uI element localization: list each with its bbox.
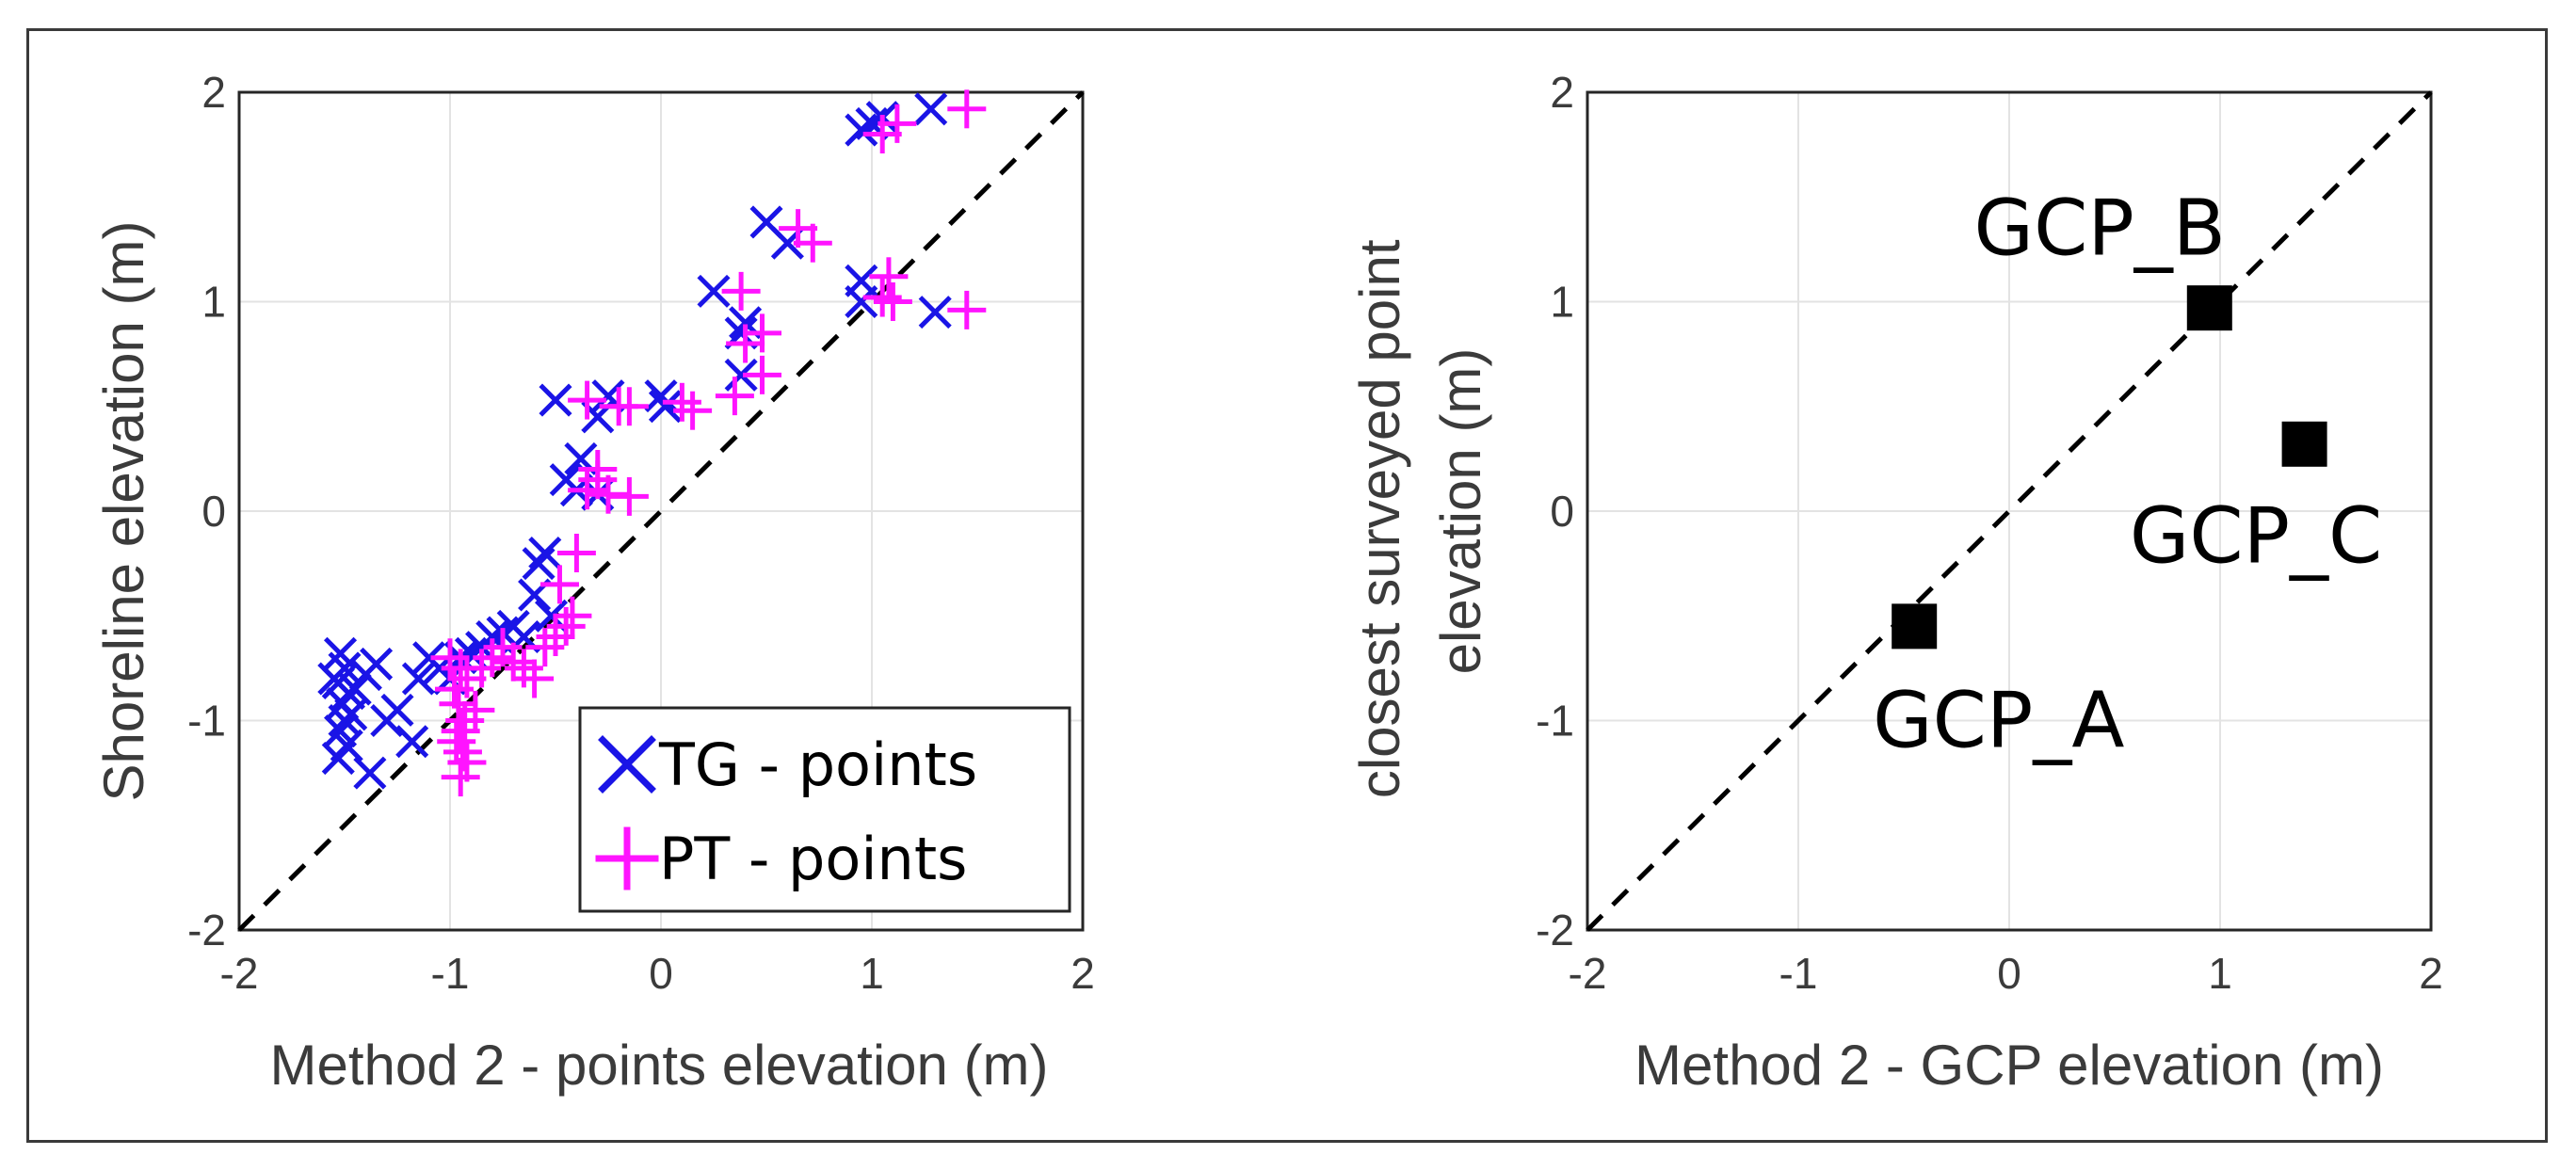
left-x-tick-label: 1 [860,949,884,998]
left-y-axis-label: Shoreline elevation (m) [92,221,155,802]
left-reference-line [237,90,1085,932]
tg-point [845,264,878,297]
tg-point [697,274,731,308]
pt-point [568,380,607,420]
tg-point [845,284,878,319]
left-x-tick-label: 2 [1071,949,1095,998]
right-y-tick-label: 2 [1550,68,1574,117]
right-y-tick-label: 1 [1550,278,1574,327]
tg-point [330,729,363,762]
right-chart: -2 -1 0 1 2 -2 -1 0 1 2 GCP_A GCP_B GCP_C Method 2 … [1348,68,2443,1097]
left-chart: -2 -1 0 1 2 -2 -1 0 1 2 TG - points PT - points M… [92,68,1095,1097]
pt-point [578,450,618,489]
legend-box [578,706,1071,913]
pt-point [743,313,782,353]
left-x-tick-label: -1 [431,949,470,998]
left-x-axis-label: Method 2 - points elevation (m) [269,1034,1048,1097]
annotation-gcp-a: GCP_A [1873,677,2124,766]
pt-point [721,271,761,311]
left-x-tick-label: 0 [649,949,673,998]
right-x-tick-label: -2 [1569,949,1607,998]
right-x-axis-label: Method 2 - GCP elevation (m) [1634,1034,2384,1097]
pt-point [743,355,782,394]
right-marks [1892,285,2327,650]
pt-point [947,290,987,329]
pt-point [609,387,649,426]
tg-point [360,647,394,681]
right-plot-area [1586,90,2433,932]
pt-point [869,257,909,297]
pt-point [609,476,649,516]
tg-point [401,662,435,696]
tg-point [321,742,355,776]
left-x-tick-label: -2 [220,949,259,998]
pt-point [947,89,987,129]
pt-point [793,223,832,263]
left-y-tick-label: 1 [201,278,226,327]
pt-point [873,282,912,321]
right-x-tick-label: 2 [2419,949,2443,998]
left-ticks: -2 -1 0 1 2 -2 -1 0 1 2 [187,68,1095,998]
legend-tg-label: TG - points [658,730,977,799]
pt-point [441,758,480,797]
annotation-gcp-b: GCP_B [1974,184,2227,274]
tg-point [528,536,562,570]
right-y-axis-label: closest surveyed point elevation (m) [1348,224,1492,798]
legend-pt-label: PT - points [659,825,967,893]
gcp-square-marker [2186,285,2232,331]
tg-point [353,756,387,790]
right-x-tick-label: 0 [1997,949,2021,998]
pt-point [715,377,754,416]
tg-point [845,113,878,147]
tg-point [648,390,683,424]
pt-point [447,743,487,782]
tg-point [380,693,414,727]
pt-point [539,565,579,604]
pt-point [779,209,818,249]
left-y-tick-label: -1 [187,697,226,746]
legend-tg-marker [598,735,656,794]
right-annotations: GCP_A GCP_B GCP_C [1873,184,2382,766]
pt-point [434,669,474,709]
tg-point [334,698,368,731]
right-ticks: -2 -1 0 1 2 -2 -1 0 1 2 [1536,68,2443,998]
annotation-gcp-c: GCP_C [2130,492,2383,582]
right-y-axis-label-line-1: closest surveyed point [1348,239,1411,798]
tg-point [918,296,952,329]
tg-point [914,92,948,126]
tg-point [724,358,758,392]
pt-point [673,391,713,430]
tg-point [323,714,358,748]
right-y-tick-label: -1 [1536,697,1574,746]
tg-point [539,383,572,417]
right-y-tick-label: 0 [1550,487,1574,536]
tg-point [395,725,429,759]
figure-frame [26,28,2548,1143]
right-x-tick-label: 1 [2208,949,2232,998]
gcp-square-marker [2281,421,2327,467]
right-y-axis-label-line-2: elevation (m) [1429,348,1492,675]
pt-point [556,534,596,572]
legend-pt-marker [595,826,659,890]
left-plot-area [237,90,1085,932]
left-marks [317,89,987,797]
pt-point [553,596,592,635]
tg-point [338,672,372,706]
right-x-tick-label: -1 [1779,949,1818,998]
pt-point [877,104,917,143]
left-legend: TG - points PT - points [578,706,1071,913]
right-y-tick-label: -2 [1536,906,1574,954]
gcp-square-marker [1892,603,1938,650]
right-reference-line [1586,90,2433,932]
left-y-tick-label: 0 [201,487,226,536]
pt-point [515,659,555,698]
left-y-tick-label: -2 [187,906,226,954]
pt-point [456,690,495,730]
tg-point [317,662,351,696]
left-y-tick-label: 2 [201,68,226,117]
